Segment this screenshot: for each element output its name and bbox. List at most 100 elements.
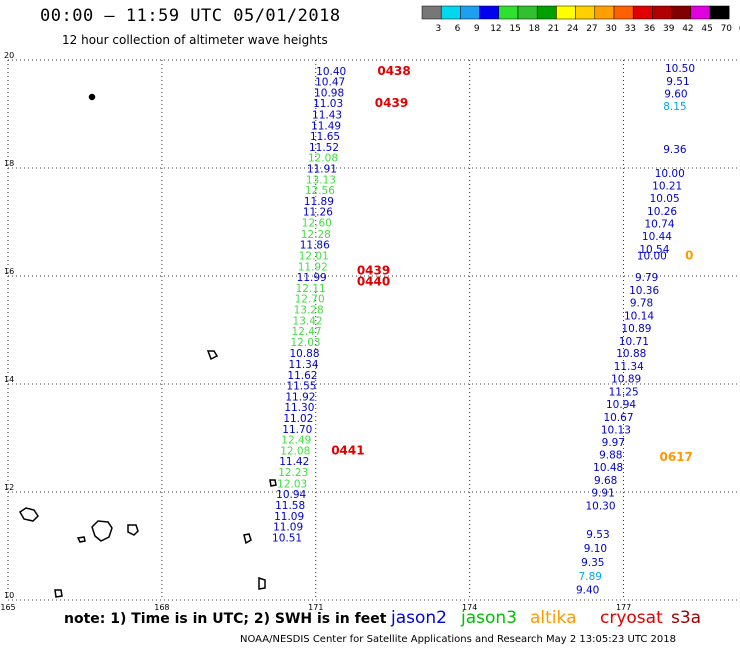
pass-time-label: 0439 bbox=[375, 96, 408, 110]
swh-value: 10.94 bbox=[606, 399, 636, 411]
swh-value: 12.60 bbox=[302, 218, 332, 230]
swh-value: 9.60 bbox=[664, 88, 687, 100]
swh-value: 13.28 bbox=[294, 304, 324, 316]
colorbar-label: 70 bbox=[721, 24, 733, 34]
island-shape bbox=[76, 520, 113, 543]
swh-value: 11.09 bbox=[273, 522, 303, 534]
colorbar-label: 3 bbox=[435, 24, 441, 34]
swh-value: 12.08 bbox=[280, 445, 310, 457]
swh-value: 9.53 bbox=[586, 529, 609, 541]
pass-time-label: 0438 bbox=[377, 64, 410, 78]
swh-value: 11.91 bbox=[307, 164, 337, 176]
swh-value: 9.51 bbox=[666, 76, 689, 88]
colorbar-label: 36 bbox=[644, 24, 656, 34]
colorbar-swatch bbox=[709, 5, 730, 20]
swh-value: 10.67 bbox=[603, 412, 633, 424]
swh-value: 11.55 bbox=[286, 381, 316, 393]
swh-value: 12.01 bbox=[299, 250, 329, 262]
swh-value: 11.02 bbox=[283, 413, 313, 425]
colorbar-label: 42 bbox=[682, 24, 693, 34]
colorbar-label: 27 bbox=[586, 24, 597, 34]
x-tick-label: 165 bbox=[0, 603, 15, 612]
swh-value: 9.78 bbox=[630, 297, 653, 309]
pass-time-label: 0440 bbox=[357, 274, 390, 288]
swh-value: 10.88 bbox=[289, 348, 319, 360]
swh-value: 10.94 bbox=[276, 489, 306, 501]
y-tick-label: 16 bbox=[4, 267, 14, 276]
colorbar-label: 6 bbox=[455, 24, 461, 34]
swh-value: 9.35 bbox=[581, 557, 604, 569]
colorbar-label: 30 bbox=[605, 24, 617, 34]
swh-value: 12.08 bbox=[308, 153, 338, 165]
swh-value: 11.70 bbox=[282, 424, 312, 436]
swh-value: 11.26 bbox=[303, 207, 333, 219]
swh-value: 11.09 bbox=[274, 511, 304, 523]
swh-value: 10.98 bbox=[314, 87, 344, 99]
swh-value: 12.03 bbox=[277, 478, 307, 490]
colorbar-label: 45 bbox=[701, 24, 712, 34]
swh-value: 9.68 bbox=[594, 475, 617, 487]
swh-value: 11.99 bbox=[297, 272, 327, 284]
swh-value: 13.42 bbox=[293, 315, 323, 327]
island-shape bbox=[243, 533, 252, 545]
swh-value: 7.89 bbox=[579, 571, 602, 583]
island-shape bbox=[127, 524, 139, 536]
swh-value: 10.44 bbox=[642, 231, 672, 243]
colorbar-label: (ft) bbox=[739, 24, 740, 34]
swh-value: 12.23 bbox=[278, 467, 308, 479]
legend-cryosat: cryosat bbox=[600, 608, 663, 628]
swh-value: 9.91 bbox=[591, 488, 614, 500]
swh-value: 10.30 bbox=[585, 501, 615, 513]
swh-value: 10.50 bbox=[665, 63, 695, 75]
swh-value: 11.25 bbox=[609, 387, 639, 399]
swh-value: 11.34 bbox=[614, 361, 644, 373]
swh-value: 9.79 bbox=[635, 272, 658, 284]
axis-tick-labels: 165 168 171 174 177 20 18 16 14 12 10 bbox=[0, 51, 631, 612]
y-tick-label: 20 bbox=[4, 51, 14, 60]
swh-value: 10.26 bbox=[647, 206, 677, 218]
swh-value: 11.42 bbox=[279, 456, 309, 468]
island-outlines bbox=[19, 93, 277, 598]
credits-line: NOAA/NESDIS Center for Satellite Applica… bbox=[240, 634, 676, 645]
x-tick-label: 177 bbox=[616, 603, 631, 612]
island-shape bbox=[258, 576, 266, 590]
swh-value: 11.65 bbox=[310, 131, 340, 143]
island-shape bbox=[269, 479, 277, 487]
y-tick-label: 12 bbox=[4, 483, 14, 492]
swh-value: 10.51 bbox=[272, 532, 302, 544]
island-shape bbox=[206, 350, 219, 361]
swh-value: 11.34 bbox=[288, 359, 318, 371]
y-tick-label: 14 bbox=[4, 375, 14, 384]
swh-value: 10.00 bbox=[655, 168, 685, 180]
swh-value: 13.13 bbox=[306, 174, 336, 186]
swh-value: 9.36 bbox=[663, 144, 687, 156]
chart-title: 00:00 – 11:59 UTC 05/01/2018 bbox=[40, 6, 341, 26]
pass-time-label: 0617 bbox=[660, 450, 693, 464]
colorbar-label: 15 bbox=[509, 24, 520, 34]
swh-value: 11.92 bbox=[298, 261, 328, 273]
x-tick-label: 174 bbox=[462, 603, 477, 612]
swh-value: 10.47 bbox=[315, 77, 345, 89]
colorbar-label: 18 bbox=[529, 24, 541, 34]
swh-value: 10.36 bbox=[629, 285, 659, 297]
island-shape bbox=[54, 589, 63, 598]
colorbar-label: 9 bbox=[474, 24, 480, 34]
chart-subtitle: 12 hour collection of altimeter wave hei… bbox=[62, 33, 328, 47]
swh-value: 10.14 bbox=[624, 310, 654, 322]
swh-value: 9.97 bbox=[602, 437, 625, 449]
swh-value: 11.03 bbox=[313, 98, 343, 110]
swh-value: 11.49 bbox=[311, 120, 341, 132]
swh-value: 12.03 bbox=[291, 337, 321, 349]
swh-value: 9.40 bbox=[576, 585, 599, 597]
swh-value: 10.89 bbox=[611, 374, 641, 386]
swh-value: 11.89 bbox=[304, 196, 334, 208]
x-tick-label: 168 bbox=[154, 603, 169, 612]
swh-value: 10.40 bbox=[316, 66, 346, 78]
swh-value: 12.56 bbox=[305, 185, 335, 197]
swh-value: 11.30 bbox=[284, 402, 314, 414]
swh-value: 10.88 bbox=[616, 348, 646, 360]
swh-value: 10.05 bbox=[650, 193, 680, 205]
